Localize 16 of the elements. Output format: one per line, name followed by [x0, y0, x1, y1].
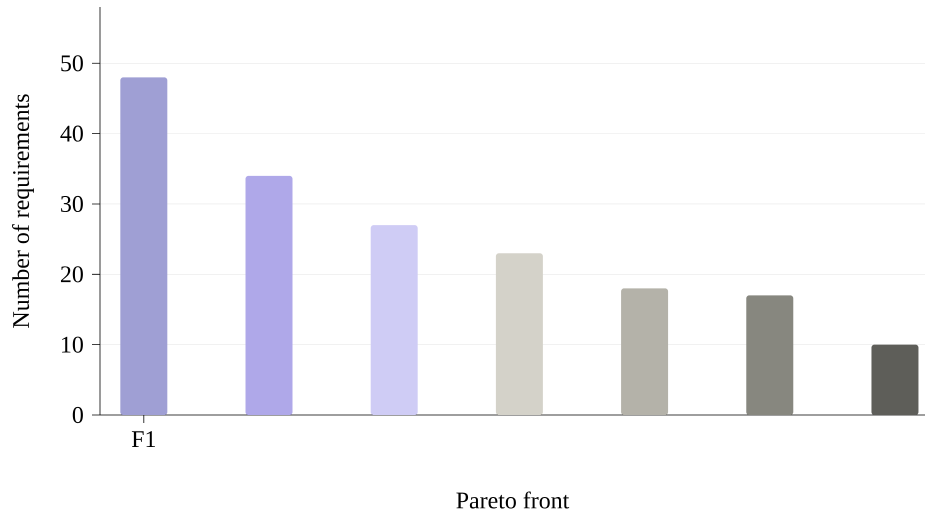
bar	[120, 77, 168, 415]
y-tick-label: 30	[61, 196, 83, 212]
bar	[871, 344, 918, 415]
x-tick-label: F1	[132, 431, 155, 447]
y-axis-title: Number of requirements	[12, 94, 34, 328]
bar	[621, 288, 668, 415]
x-axis-title: Pareto front	[456, 491, 570, 509]
y-tick-label: 50	[61, 55, 83, 72]
y-tick-label: 10	[62, 336, 83, 353]
bar	[496, 253, 543, 415]
y-tick-label: 40	[60, 126, 83, 142]
y-tick-label: 20	[60, 266, 83, 282]
bar	[370, 225, 418, 415]
bar	[246, 176, 293, 415]
y-tick-label: 0	[72, 406, 83, 424]
bar	[746, 295, 794, 415]
